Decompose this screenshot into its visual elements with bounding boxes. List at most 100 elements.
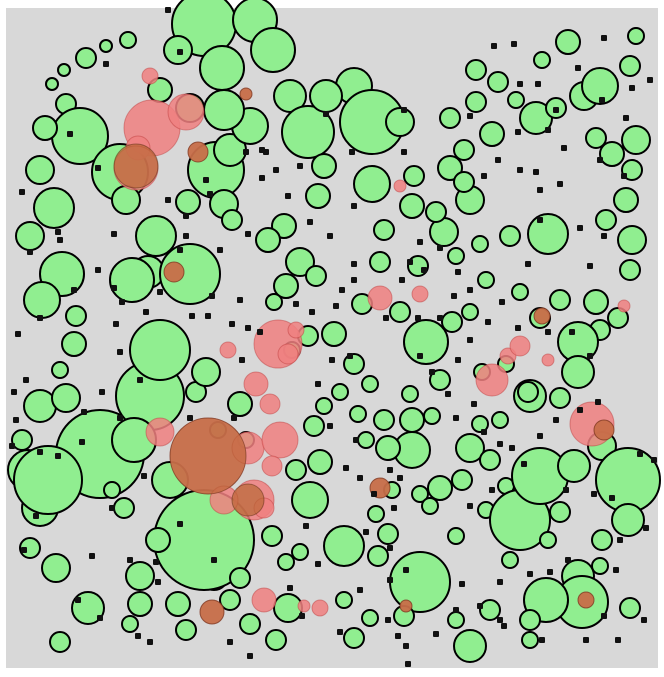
food-dot-icon bbox=[557, 181, 563, 187]
food-dot-icon bbox=[515, 325, 521, 331]
food-dot-icon bbox=[451, 293, 457, 299]
food-dot-icon bbox=[353, 437, 359, 443]
food-dot-icon bbox=[501, 623, 507, 629]
food-dot-icon bbox=[205, 313, 211, 319]
food-dot-icon bbox=[95, 267, 101, 273]
cell-green-icon bbox=[13, 445, 83, 515]
cell-red-icon bbox=[167, 93, 205, 131]
cell-red-icon bbox=[617, 299, 631, 313]
cell-green-icon bbox=[591, 529, 613, 551]
food-dot-icon bbox=[415, 315, 421, 321]
food-dot-icon bbox=[601, 613, 607, 619]
food-dot-icon bbox=[545, 329, 551, 335]
food-dot-icon bbox=[485, 319, 491, 325]
food-dot-icon bbox=[515, 129, 521, 135]
cell-green-icon bbox=[403, 165, 425, 187]
cell-green-icon bbox=[619, 597, 641, 619]
cell-green-icon bbox=[521, 631, 539, 649]
food-dot-icon bbox=[245, 325, 251, 331]
food-dot-icon bbox=[89, 553, 95, 559]
food-dot-icon bbox=[459, 581, 465, 587]
cell-green-icon bbox=[595, 447, 661, 513]
food-dot-icon bbox=[239, 357, 245, 363]
cell-green-icon bbox=[199, 45, 245, 91]
food-dot-icon bbox=[471, 401, 477, 407]
food-dot-icon bbox=[563, 487, 569, 493]
cell-green-icon bbox=[437, 155, 463, 181]
food-dot-icon bbox=[293, 301, 299, 307]
food-dot-icon bbox=[405, 661, 411, 667]
food-dot-icon bbox=[467, 287, 473, 293]
food-dot-icon bbox=[397, 475, 403, 481]
food-dot-icon bbox=[9, 443, 15, 449]
food-dot-icon bbox=[403, 643, 409, 649]
cell-green-icon bbox=[511, 447, 569, 505]
food-dot-icon bbox=[109, 505, 115, 511]
food-dot-icon bbox=[623, 115, 629, 121]
food-dot-icon bbox=[399, 277, 405, 283]
food-dot-icon bbox=[111, 231, 117, 237]
cell-green-icon bbox=[399, 193, 425, 219]
food-dot-icon bbox=[97, 615, 103, 621]
cell-green-icon bbox=[595, 209, 617, 231]
cell-green-icon bbox=[479, 449, 501, 471]
food-dot-icon bbox=[95, 165, 101, 171]
food-dot-icon bbox=[453, 415, 459, 421]
cell-green-icon bbox=[591, 557, 609, 575]
food-dot-icon bbox=[103, 61, 109, 67]
cell-red-icon bbox=[259, 393, 281, 415]
food-dot-icon bbox=[535, 81, 541, 87]
food-dot-icon bbox=[395, 633, 401, 639]
cell-green-icon bbox=[321, 321, 347, 347]
cell-red-icon bbox=[509, 335, 531, 357]
food-dot-icon bbox=[315, 381, 321, 387]
food-dot-icon bbox=[19, 189, 25, 195]
food-dot-icon bbox=[601, 35, 607, 41]
cell-green-icon bbox=[285, 247, 315, 277]
cell-green-icon bbox=[511, 283, 529, 301]
food-dot-icon bbox=[363, 529, 369, 535]
food-dot-icon bbox=[21, 547, 27, 553]
food-dot-icon bbox=[499, 299, 505, 305]
food-dot-icon bbox=[71, 287, 77, 293]
cell-green-icon bbox=[423, 407, 441, 425]
cell-red-icon bbox=[261, 421, 299, 459]
cell-red-icon bbox=[367, 285, 393, 311]
food-dot-icon bbox=[591, 491, 597, 497]
food-dot-icon bbox=[297, 163, 303, 169]
cell-green-icon bbox=[25, 155, 55, 185]
food-dot-icon bbox=[227, 639, 233, 645]
food-dot-icon bbox=[613, 567, 619, 573]
cell-green-icon bbox=[487, 71, 509, 93]
food-dot-icon bbox=[537, 217, 543, 223]
food-dot-icon bbox=[137, 377, 143, 383]
cell-green-icon bbox=[611, 503, 645, 537]
food-dot-icon bbox=[351, 277, 357, 283]
food-dot-icon bbox=[55, 229, 61, 235]
food-dot-icon bbox=[79, 439, 85, 445]
cell-green-icon bbox=[305, 265, 327, 287]
food-dot-icon bbox=[15, 331, 21, 337]
cell-green-icon bbox=[57, 63, 71, 77]
food-dot-icon bbox=[55, 453, 61, 459]
food-dot-icon bbox=[333, 303, 339, 309]
cell-green-icon bbox=[399, 407, 425, 433]
food-dot-icon bbox=[57, 237, 63, 243]
food-dot-icon bbox=[429, 369, 435, 375]
cell-green-icon bbox=[255, 227, 281, 253]
food-dot-icon bbox=[621, 173, 627, 179]
cell-green-icon bbox=[221, 209, 243, 231]
cell-green-icon bbox=[583, 289, 609, 315]
cell-green-icon bbox=[465, 59, 487, 81]
cell-green-icon bbox=[501, 551, 519, 569]
cell-green-icon bbox=[471, 235, 489, 253]
cell-green-icon bbox=[45, 77, 59, 91]
cell-green-icon bbox=[411, 485, 429, 503]
cell-green-icon bbox=[619, 259, 641, 281]
cell-green-icon bbox=[51, 361, 69, 379]
food-dot-icon bbox=[165, 197, 171, 203]
food-dot-icon bbox=[177, 247, 183, 253]
food-dot-icon bbox=[315, 561, 321, 567]
